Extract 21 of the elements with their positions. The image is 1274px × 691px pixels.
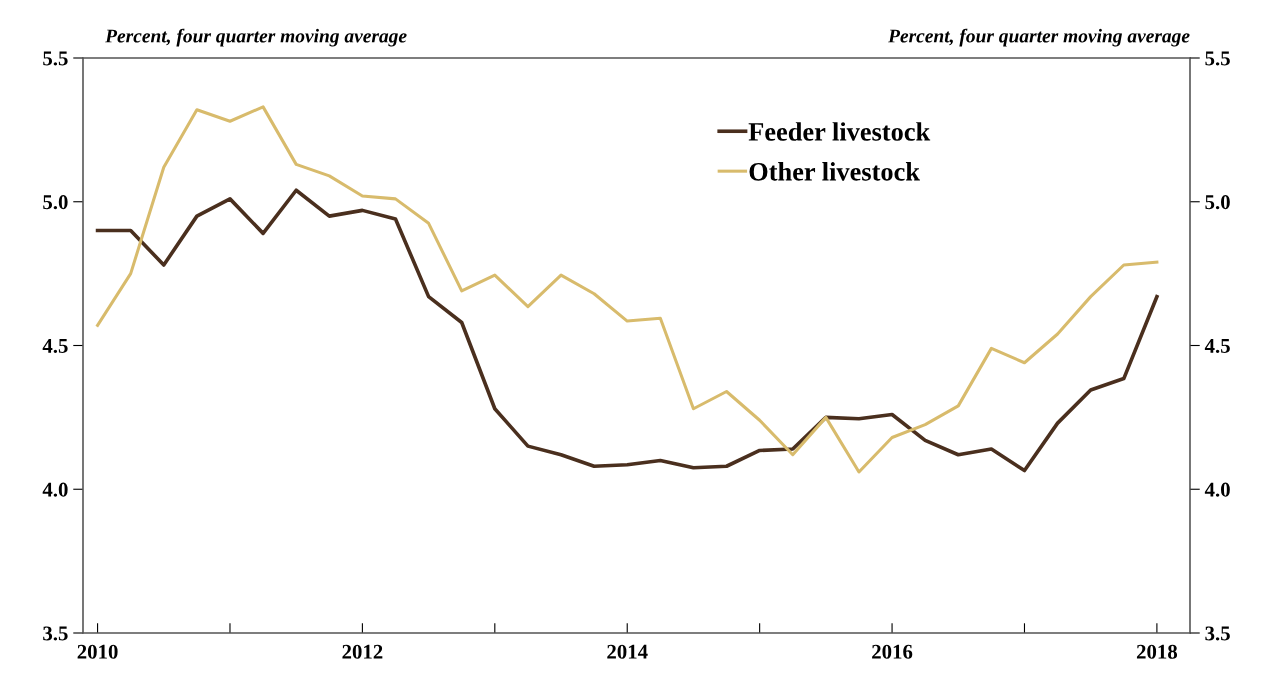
y2-tick-label: 5.5	[1205, 51, 1230, 66]
legend-label: Feeder livestock	[748, 122, 931, 141]
x-tick-label: 2010	[77, 644, 118, 659]
y2-tick-label: 4.5	[1204, 339, 1230, 354]
line-series	[95, 188, 1159, 473]
y2-axis-title: Percent, four quarter moving average	[888, 28, 1190, 47]
y-axis-title: Percent, four quarter moving average	[105, 28, 407, 47]
x-tick-label: 2016	[872, 644, 913, 659]
y-tick-label: 4.0	[42, 482, 68, 497]
y2-tick-label: 3.5	[1205, 626, 1230, 641]
legend-label: Other livestock	[749, 162, 920, 181]
x-tick-label: 2018	[1136, 644, 1178, 659]
x-tick-label: 2012	[342, 644, 383, 659]
y-tick-label: 5.0	[43, 195, 68, 210]
x-tick-label: 2014	[607, 644, 648, 659]
y2-tick-label: 4.0	[1204, 482, 1230, 497]
y2-tick-label: 5.0	[1205, 195, 1230, 210]
y-tick-label: 4.5	[42, 339, 68, 354]
y-tick-label: 5.5	[43, 51, 68, 66]
line-series	[96, 105, 1159, 474]
y-tick-label: 3.5	[43, 626, 68, 641]
